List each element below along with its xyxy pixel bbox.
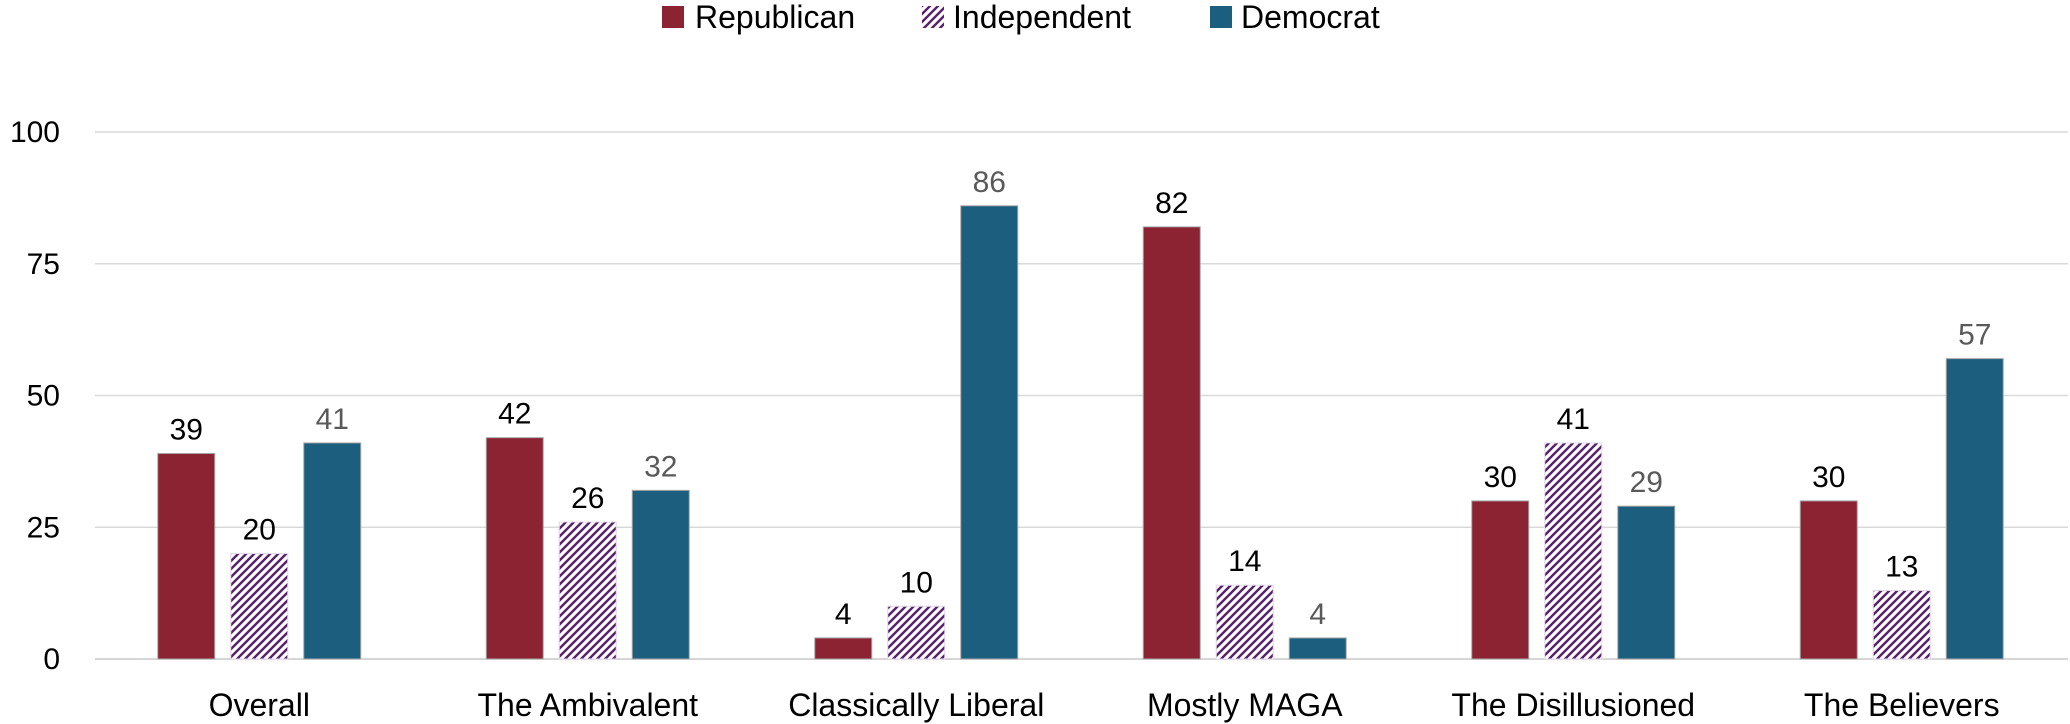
bar-independent-the-disillusioned	[1544, 442, 1603, 660]
category-label-the-ambivalent: The Ambivalent	[477, 687, 698, 723]
data-label-democrat-the-believers: 57	[1958, 319, 1991, 352]
y-tick-label-0: 0	[43, 643, 60, 676]
data-label-democrat-overall: 41	[316, 403, 349, 436]
bar-independent-mostly-maga	[1215, 584, 1274, 660]
data-label-democrat-mostly-maga: 4	[1309, 598, 1326, 631]
bar-democrat-mostly-maga	[1288, 637, 1347, 660]
bar-democrat-the-believers	[1945, 358, 2004, 660]
bar-independent-classically-liberal	[887, 605, 946, 660]
x-axis: Overall The Ambivalent Classically Liberal…	[209, 687, 2000, 723]
data-label-democrat-the-disillusioned: 29	[1630, 466, 1663, 499]
bar-democrat-classically-liberal	[960, 205, 1019, 660]
data-label-republican-overall: 39	[170, 413, 203, 446]
legend-swatch-republican	[662, 6, 684, 28]
y-tick-label-50: 50	[27, 380, 60, 413]
data-label-democrat-the-ambivalent: 32	[644, 450, 677, 483]
bar-democrat-the-disillusioned	[1617, 505, 1676, 660]
category-label-overall: Overall	[209, 687, 310, 723]
bar-independent-the-ambivalent	[558, 521, 617, 660]
category-label-classically-liberal: Classically Liberal	[788, 687, 1044, 723]
data-label-independent-the-believers: 13	[1885, 550, 1918, 583]
bar-independent-overall	[230, 553, 289, 660]
bars	[157, 205, 2004, 660]
legend-label-democrat: Democrat	[1241, 0, 1380, 35]
category-label-the-disillusioned: The Disillusioned	[1451, 687, 1695, 723]
data-label-republican-mostly-maga: 82	[1155, 187, 1188, 220]
y-tick-label-100: 100	[10, 116, 60, 149]
bar-republican-the-disillusioned	[1471, 500, 1530, 660]
bar-republican-the-believers	[1799, 500, 1858, 660]
gridlines	[95, 131, 2068, 660]
bar-republican-classically-liberal	[814, 637, 873, 660]
y-tick-label-25: 25	[27, 511, 60, 544]
bar-democrat-overall	[303, 442, 362, 660]
data-label-independent-mostly-maga: 14	[1228, 545, 1261, 578]
category-label-the-believers: The Believers	[1804, 687, 2000, 723]
data-label-republican-the-ambivalent: 42	[498, 398, 531, 431]
legend-label-republican: Republican	[695, 0, 855, 35]
legend-swatch-democrat	[1210, 6, 1232, 28]
data-label-republican-the-believers: 30	[1812, 461, 1845, 494]
legend-swatch-independent	[922, 6, 944, 28]
category-label-mostly-maga: Mostly MAGA	[1147, 687, 1343, 723]
data-label-independent-overall: 20	[243, 514, 276, 547]
data-label-democrat-classically-liberal: 86	[973, 166, 1006, 199]
bar-democrat-the-ambivalent	[631, 489, 690, 660]
data-label-independent-the-ambivalent: 26	[571, 482, 604, 515]
bar-independent-the-believers	[1872, 589, 1931, 660]
bar-republican-the-ambivalent	[485, 437, 544, 660]
data-label-republican-classically-liberal: 4	[835, 598, 852, 631]
legend: Republican Independent Democrat	[662, 0, 1380, 35]
data-label-republican-the-disillusioned: 30	[1484, 461, 1517, 494]
data-label-independent-classically-liberal: 10	[900, 566, 933, 599]
y-axis: 0 25 50 75 100	[10, 116, 60, 676]
bar-republican-overall	[157, 452, 216, 660]
y-tick-label-75: 75	[27, 248, 60, 281]
bar-republican-mostly-maga	[1142, 226, 1201, 660]
data-labels: 39 20 41 42 26 32 4 10 86 82 14 4 30 41 29 30 13 57	[170, 166, 1992, 631]
data-label-independent-the-disillusioned: 41	[1557, 403, 1590, 436]
legend-label-independent: Independent	[953, 0, 1131, 35]
